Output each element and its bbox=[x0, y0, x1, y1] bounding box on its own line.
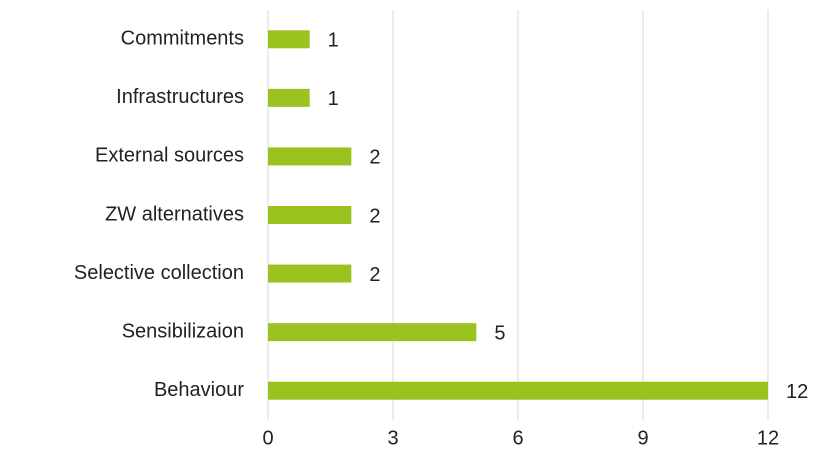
data-label: 1 bbox=[328, 30, 339, 52]
bar bbox=[268, 381, 768, 400]
bar bbox=[268, 88, 310, 107]
x-tick-label: 3 bbox=[387, 427, 398, 449]
y-tick-label: External sources bbox=[95, 145, 244, 167]
bar bbox=[268, 147, 352, 166]
x-tick-label: 0 bbox=[262, 427, 273, 449]
data-label: 1 bbox=[328, 88, 339, 110]
x-tick-label: 9 bbox=[637, 427, 648, 449]
y-tick-label: Behaviour bbox=[154, 379, 244, 401]
x-tick-label: 6 bbox=[512, 427, 523, 449]
y-tick-label: Selective collection bbox=[74, 262, 244, 284]
data-label: 5 bbox=[494, 322, 505, 344]
y-tick-label: Sensibilizaion bbox=[122, 320, 244, 342]
bar bbox=[268, 206, 352, 224]
data-label: 2 bbox=[369, 264, 380, 286]
data-label: 2 bbox=[369, 205, 380, 227]
y-tick-label: ZW alternatives bbox=[105, 203, 244, 225]
y-tick-label: Infrastructures bbox=[116, 86, 244, 108]
data-label: 2 bbox=[369, 147, 380, 169]
bar bbox=[268, 264, 352, 283]
bar bbox=[268, 30, 310, 49]
data-label: 12 bbox=[786, 381, 808, 403]
x-tick-label: 12 bbox=[757, 427, 779, 449]
y-tick-label: Commitments bbox=[121, 28, 244, 50]
bar bbox=[268, 323, 477, 342]
